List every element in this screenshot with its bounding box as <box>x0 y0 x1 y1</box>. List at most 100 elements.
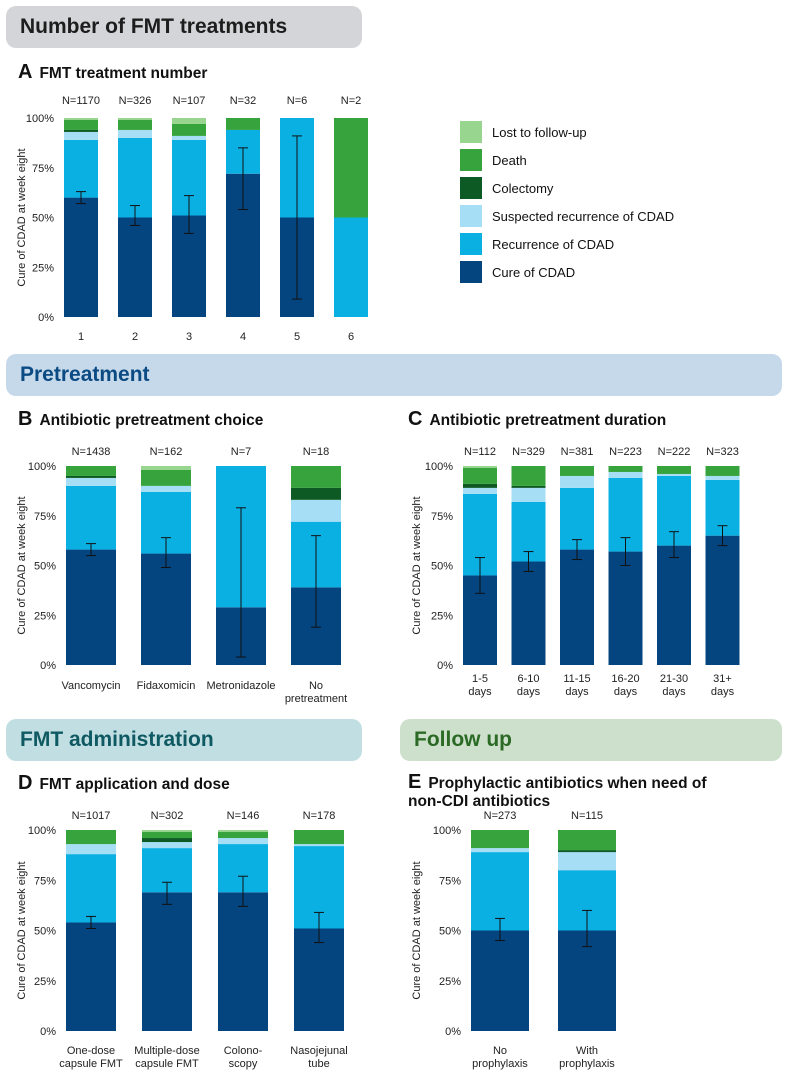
y-axis-label: Cure of CDAD at week eight <box>411 861 423 999</box>
bar-segment <box>64 197 98 317</box>
bar-segment <box>294 928 344 1031</box>
n-label: N=32 <box>230 95 257 107</box>
category-label: 21-30 <box>660 673 688 685</box>
bar-segment <box>66 549 116 665</box>
category-label: capsule FMT <box>135 1058 199 1070</box>
panel-b-title: B Antibiotic pretreatment choice <box>18 409 263 430</box>
bar-segment <box>334 217 368 317</box>
y-tick-label: 0% <box>40 660 56 672</box>
bar-segment <box>471 830 529 849</box>
category-label: Fidaxomicin <box>137 680 196 692</box>
category-label: capsule FMT <box>59 1058 123 1070</box>
y-axis-label: Cure of CDAD at week eight <box>16 148 28 286</box>
bar-segment <box>291 499 341 522</box>
bar-segment <box>66 475 116 478</box>
category-label: days <box>614 686 638 698</box>
bar-segment <box>511 466 546 486</box>
bar-segment <box>657 466 691 474</box>
bar-segment <box>608 471 643 478</box>
bar-segment <box>471 848 529 853</box>
y-tick-label: 50% <box>431 561 453 573</box>
banner-administration-text: FMT administration <box>20 728 214 751</box>
category-label: 6 <box>348 331 354 343</box>
y-tick-label: 25% <box>34 610 56 622</box>
n-label: N=326 <box>119 95 152 107</box>
y-tick-label: 25% <box>32 262 54 274</box>
category-label: 6-10 <box>517 673 539 685</box>
legend-label: Colectomy <box>492 180 554 196</box>
panel-c-letter: C <box>408 408 423 430</box>
bar-segment <box>172 123 206 136</box>
y-tick-label: 75% <box>439 875 461 887</box>
bar-segment <box>142 892 192 1031</box>
bar-segment <box>64 131 98 140</box>
category-label: With <box>576 1045 598 1057</box>
bar-segment <box>471 930 529 1031</box>
bar-segment <box>64 119 98 130</box>
banner-pretreatment: Pretreatment <box>6 354 782 396</box>
bar-segment <box>471 852 529 931</box>
panel-a-letter: A <box>18 61 33 83</box>
n-label: N=7 <box>231 446 252 458</box>
legend-label: Recurrence of CDAD <box>492 236 615 252</box>
category-label: prophylaxis <box>559 1058 615 1070</box>
n-label: N=178 <box>303 810 336 822</box>
y-tick-label: 100% <box>433 825 461 837</box>
y-tick-label: 75% <box>34 875 56 887</box>
n-label: N=18 <box>303 446 330 458</box>
bar-segment <box>66 466 116 476</box>
bar-segment <box>334 118 368 218</box>
legend-swatch <box>460 261 482 283</box>
category-label: days <box>711 686 735 698</box>
category-label: 16-20 <box>611 673 639 685</box>
bar-segment <box>118 137 152 218</box>
bar-segment <box>142 832 192 839</box>
bar-segment <box>511 485 546 488</box>
y-tick-label: 100% <box>26 113 54 125</box>
bar-segment <box>118 119 152 130</box>
bar-segment <box>291 487 341 500</box>
category-label: days <box>662 686 686 698</box>
panel-e-letter: E <box>408 771 422 793</box>
n-label: N=1170 <box>62 95 100 107</box>
legend-item: Death <box>460 146 674 174</box>
category-label: 3 <box>186 331 192 343</box>
bar-segment <box>142 838 192 843</box>
category-label: pretreatment <box>285 693 347 705</box>
category-label: 31+ <box>713 673 732 685</box>
n-label: N=223 <box>609 446 642 458</box>
bar-segment <box>657 473 691 476</box>
bar-segment <box>560 549 594 665</box>
category-label: Nasojejunal <box>290 1045 347 1057</box>
category-label: Multiple-dose <box>134 1045 199 1057</box>
bar-segment <box>657 545 691 665</box>
legend-item: Cure of CDAD <box>460 258 674 286</box>
banner-follow-up: Follow up <box>400 719 782 761</box>
n-label: N=273 <box>484 810 517 822</box>
bar-segment <box>558 830 616 851</box>
legend-label: Cure of CDAD <box>492 264 576 280</box>
bar-segment <box>463 483 497 488</box>
bar-segment <box>66 854 116 923</box>
n-label: N=162 <box>150 446 183 458</box>
category-label: Metronidazole <box>206 680 275 692</box>
category-label: days <box>468 686 492 698</box>
category-label: One-dose <box>67 1045 115 1057</box>
panel-e-title: E Prophylactic antibiotics when need of n… <box>408 771 738 811</box>
category-label: Vancomycin <box>61 680 120 692</box>
y-tick-label: 100% <box>425 461 453 473</box>
bar-segment <box>558 852 616 871</box>
n-label: N=2 <box>341 95 362 107</box>
bar-segment <box>558 930 616 1031</box>
y-axis-label: Cure of CDAD at week eight <box>411 496 423 634</box>
panel-d-letter: D <box>18 772 33 794</box>
bar-segment <box>291 466 341 488</box>
bar-segment <box>608 551 643 665</box>
category-label: days <box>565 686 589 698</box>
category-label: scopy <box>229 1058 258 1070</box>
n-label: N=6 <box>287 95 308 107</box>
bar-segment <box>463 466 497 468</box>
y-tick-label: 75% <box>34 511 56 523</box>
panel-d-title-text: FMT application and dose <box>39 776 230 793</box>
